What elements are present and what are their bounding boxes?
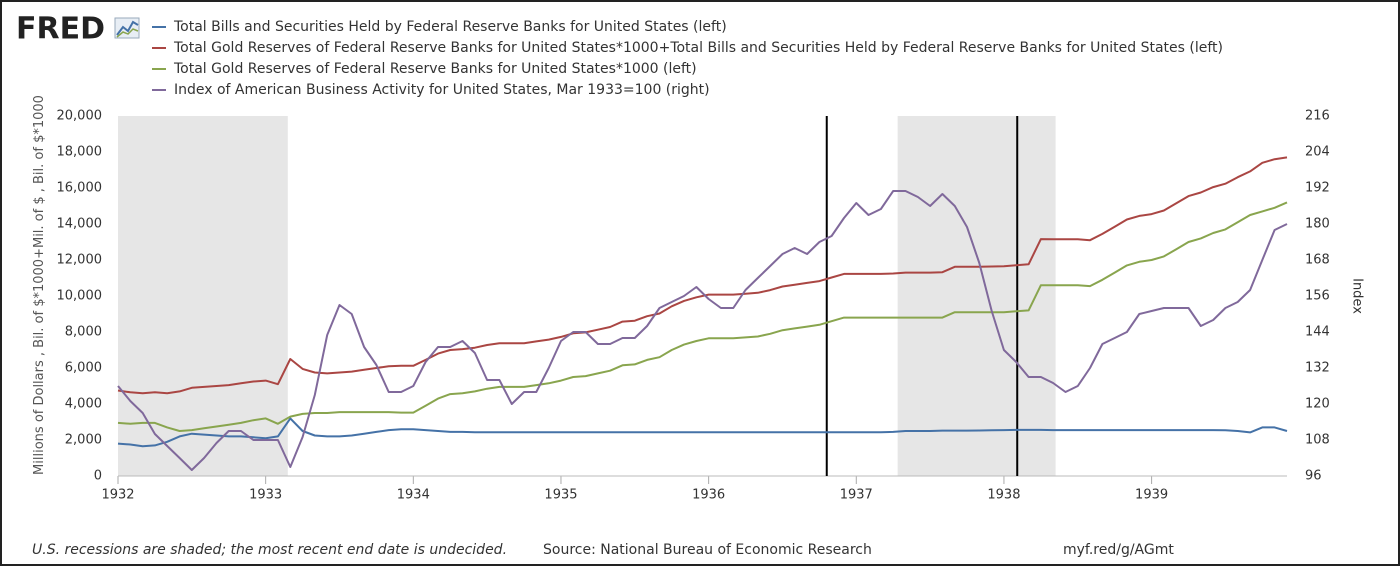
y2-tick-label: 180 xyxy=(1305,217,1330,232)
y-tick-label: 4,000 xyxy=(65,397,102,412)
x-tick-label: 1939 xyxy=(1135,488,1168,503)
y-tick-label: 14,000 xyxy=(57,217,103,232)
series-line xyxy=(117,190,1288,471)
y2-tick-label: 132 xyxy=(1305,361,1330,376)
logo: FRED xyxy=(16,12,105,47)
x-tick-label: 1937 xyxy=(840,488,873,503)
note: U.S. recessions are shaded; the most rec… xyxy=(32,542,507,558)
y-tick-label: 6,000 xyxy=(65,361,102,376)
x-tick-label: 1936 xyxy=(692,488,725,503)
series-line xyxy=(117,156,1288,395)
url: myf.red/g/AGmt xyxy=(1063,542,1174,558)
y2-tick-label: 168 xyxy=(1305,253,1330,268)
y2-tick-label: 144 xyxy=(1305,325,1330,340)
x-tick-label: 1932 xyxy=(101,488,134,503)
x-tick-label: 1933 xyxy=(249,488,282,503)
y-tick-label: 0 xyxy=(94,469,102,484)
y-tick-label: 8,000 xyxy=(65,325,102,340)
legend-label: Total Gold Reserves of Federal Reserve B… xyxy=(173,40,1223,56)
legend-label: Total Gold Reserves of Federal Reserve B… xyxy=(173,61,697,77)
source: Source: National Bureau of Economic Rese… xyxy=(543,542,872,558)
y2-tick-label: 192 xyxy=(1305,181,1330,196)
y2-tick-label: 204 xyxy=(1305,145,1330,160)
y-tick-label: 10,000 xyxy=(57,289,103,304)
recession-band xyxy=(897,116,1056,476)
y-tick-label: 18,000 xyxy=(57,145,103,160)
y2-tick-label: 216 xyxy=(1305,109,1330,124)
legend-label: Total Bills and Securities Held by Feder… xyxy=(173,19,727,35)
series-line xyxy=(117,201,1288,432)
x-tick-label: 1938 xyxy=(987,488,1020,503)
y-tick-label: 12,000 xyxy=(57,253,103,268)
y2-tick-label: 120 xyxy=(1305,397,1330,412)
y2-axis-label: Index xyxy=(1350,278,1365,314)
y2-tick-label: 108 xyxy=(1305,433,1330,448)
x-tick-label: 1935 xyxy=(544,488,577,503)
y2-tick-label: 96 xyxy=(1305,469,1322,484)
y-tick-label: 16,000 xyxy=(57,181,103,196)
y-tick-label: 20,000 xyxy=(57,109,103,124)
x-tick-label: 1934 xyxy=(397,488,430,503)
recession-band xyxy=(118,116,288,476)
y2-tick-label: 156 xyxy=(1305,289,1330,304)
series-line xyxy=(117,417,1288,448)
legend-label: Index of American Business Activity for … xyxy=(174,82,710,98)
logo-icon xyxy=(114,17,140,39)
y-tick-label: 2,000 xyxy=(65,433,102,448)
y-axis-label: Millions of Dollars , Bil. of $*1000+Mil… xyxy=(32,95,47,475)
